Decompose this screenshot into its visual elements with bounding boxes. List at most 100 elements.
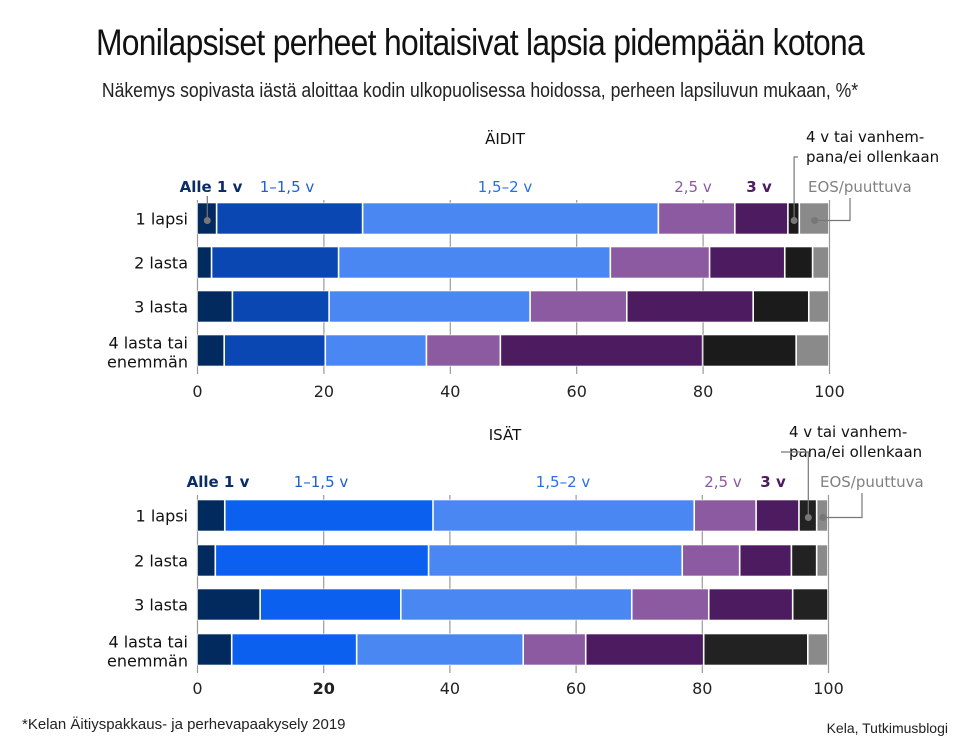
category-label: 1 lapsi xyxy=(136,507,188,526)
bar-segment xyxy=(329,290,530,323)
bar-segment xyxy=(232,290,329,323)
leader-line xyxy=(793,156,798,221)
leader-dot xyxy=(790,217,798,224)
series-label: 3 v xyxy=(746,178,772,196)
series-label: Alle 1 v xyxy=(180,178,243,196)
leader-dot xyxy=(203,217,211,224)
series-label-4v: 4 v tai vanhem-pana/ei ollenkaan xyxy=(806,128,939,166)
bar-segment xyxy=(658,202,735,235)
category-label: 4 lasta tai enemmän xyxy=(107,633,188,671)
bar-segment xyxy=(812,246,829,279)
x-tick-label: 40 xyxy=(440,382,460,401)
bar-segment xyxy=(610,246,710,279)
x-tick-label: 80 xyxy=(692,679,712,698)
category-label-line: 4 lasta tai xyxy=(108,633,188,652)
bar-segment xyxy=(682,544,740,577)
bar-segment xyxy=(197,246,212,279)
category-label-line: 2 lasta xyxy=(134,552,188,571)
category-label: 4 lasta tai enemmän xyxy=(107,334,188,372)
bar-segment xyxy=(791,544,817,577)
series-label: 2,5 v xyxy=(704,473,742,491)
bar-segment xyxy=(216,202,363,235)
bar-segment xyxy=(816,544,828,577)
bar-segment xyxy=(796,334,829,367)
category-label: 2 lasta xyxy=(134,552,188,571)
leader-dot xyxy=(804,514,812,521)
bar-segment xyxy=(808,633,828,666)
series-label-eos: EOS/puuttuva xyxy=(808,178,912,196)
bar-segment xyxy=(523,633,586,666)
series-label: 1–1,5 v xyxy=(294,473,349,491)
x-tick-label: 100 xyxy=(814,382,845,401)
bar-segment xyxy=(401,588,632,621)
category-label: 1 lapsi xyxy=(136,210,188,229)
bar-segment xyxy=(530,290,627,323)
series-label-eos: EOS/puuttuva xyxy=(820,473,924,491)
x-tick-label: 60 xyxy=(567,382,587,401)
leader-dot xyxy=(811,217,819,224)
bar-segment xyxy=(197,633,232,666)
bar-segment xyxy=(433,499,695,532)
bar-segment xyxy=(694,499,756,532)
bar-segment xyxy=(739,544,792,577)
leader-line xyxy=(781,451,809,518)
bar-segment xyxy=(808,290,829,323)
series-label-4v: 4 v tai vanhem-pana/ei ollenkaan xyxy=(789,423,922,461)
bar-segment xyxy=(215,544,429,577)
series-label-line: pana/ei ollenkaan xyxy=(806,148,939,166)
x-tick-label: 60 xyxy=(566,679,586,698)
series-label: 1,5–2 v xyxy=(536,473,591,491)
bar-segment xyxy=(224,499,433,532)
x-tick-label: 20 xyxy=(313,679,335,698)
bar-segment xyxy=(792,588,828,621)
leader-line xyxy=(822,493,863,519)
x-tick-label: 20 xyxy=(314,382,334,401)
bar-segment xyxy=(784,246,813,279)
leader-dot xyxy=(819,514,827,521)
x-tick-label: 0 xyxy=(192,382,202,401)
bar-segment xyxy=(338,246,611,279)
panel-title: ISÄT xyxy=(489,425,522,444)
x-tick-label: 0 xyxy=(192,679,202,698)
category-label-line: 3 lasta xyxy=(134,298,188,317)
bar-segment xyxy=(709,246,785,279)
category-label: 3 lasta xyxy=(134,596,188,615)
category-label: 3 lasta xyxy=(134,298,188,317)
bar-segment xyxy=(325,334,427,367)
bar-segment xyxy=(735,202,788,235)
bar-segment xyxy=(197,544,216,577)
leader-line xyxy=(814,198,851,222)
panel-title: ÄIDIT xyxy=(485,129,526,148)
series-label-line: 4 v tai vanhem- xyxy=(806,128,924,146)
category-label-line: 4 lasta tai xyxy=(108,334,188,353)
chart-title: Monilapsiset perheet hoitaisivat lapsia … xyxy=(95,22,865,63)
category-label-line: 1 lapsi xyxy=(136,210,188,229)
bar-segment xyxy=(500,334,703,367)
chart-panel-isat: ISÄT 0 20 40 60 80 100 1 lapsi 2 lasta 3 lasta 4 l… xyxy=(107,423,924,698)
bar-segment xyxy=(753,290,809,323)
x-tick-label: 100 xyxy=(813,679,844,698)
series-label: Alle 1 v xyxy=(187,473,250,491)
series-label-line: pana/ei ollenkaan xyxy=(789,443,922,461)
x-tick-label: 40 xyxy=(440,679,460,698)
series-label: 1,5–2 v xyxy=(478,178,533,196)
bar-segment xyxy=(231,633,357,666)
category-label-line: 1 lapsi xyxy=(136,507,188,526)
bar-segment xyxy=(197,334,224,367)
bar-segment xyxy=(426,334,501,367)
series-label: 3 v xyxy=(760,473,786,491)
bar-segment xyxy=(428,544,683,577)
category-label-line: 2 lasta xyxy=(134,254,188,273)
bar-segment xyxy=(260,588,401,621)
bar-segment xyxy=(356,633,524,666)
source-credit: Kela, Tutkimusblogi xyxy=(826,720,948,736)
bar-segment xyxy=(708,588,793,621)
bar-segment xyxy=(702,334,796,367)
footnote: *Kelan Äitiyspakkaus- ja perhevapaakysel… xyxy=(22,716,346,733)
chart-subtitle: Näkemys sopivasta iästä aloittaa kodin u… xyxy=(101,80,859,102)
series-label-line: 4 v tai vanhem- xyxy=(789,423,907,441)
bar-segment xyxy=(197,499,225,532)
bar-segment xyxy=(703,633,808,666)
series-label: 2,5 v xyxy=(674,178,712,196)
